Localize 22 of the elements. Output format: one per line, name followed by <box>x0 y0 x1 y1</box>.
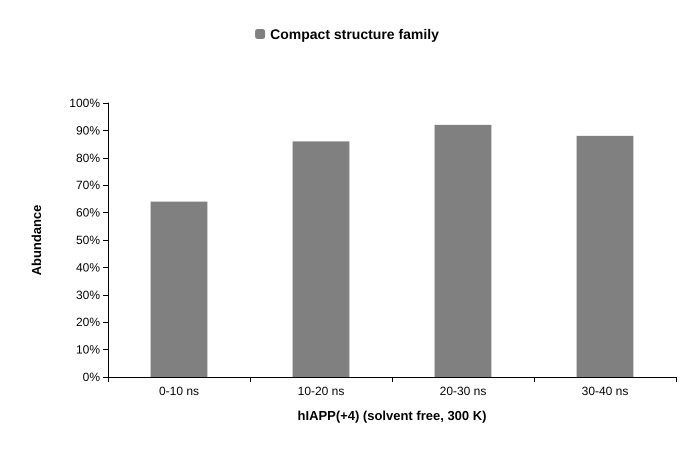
y-axis-title: Abundance <box>29 204 44 276</box>
y-tick-label: 30% <box>76 288 100 302</box>
x-tick-label: 10-20 ns <box>298 384 344 398</box>
y-tick-label: 20% <box>76 315 100 330</box>
x-axis-title: hIAPP(+4) (solvent free, 300 K) <box>298 408 486 423</box>
y-tick-label: 80% <box>76 150 100 165</box>
y-tick-label: 40% <box>76 260 100 274</box>
y-tick-label: 0% <box>82 370 100 384</box>
bar <box>150 202 208 377</box>
bar <box>576 136 634 377</box>
y-tick-label: 100% <box>69 96 100 110</box>
x-tick-label: 30-40 ns <box>582 384 628 398</box>
bar <box>292 141 350 377</box>
x-tick-label: 20-30 ns <box>440 384 486 398</box>
y-tick-label: 10% <box>76 342 100 357</box>
y-tick-label: 60% <box>76 206 100 220</box>
legend-label: Compact structure family <box>270 26 440 42</box>
y-tick-label: 90% <box>76 123 100 138</box>
x-tick-label: 0-10 ns <box>158 384 200 398</box>
y-tick-label: 70% <box>76 178 100 192</box>
bar <box>434 124 492 377</box>
y-tick-label: 50% <box>76 233 100 247</box>
